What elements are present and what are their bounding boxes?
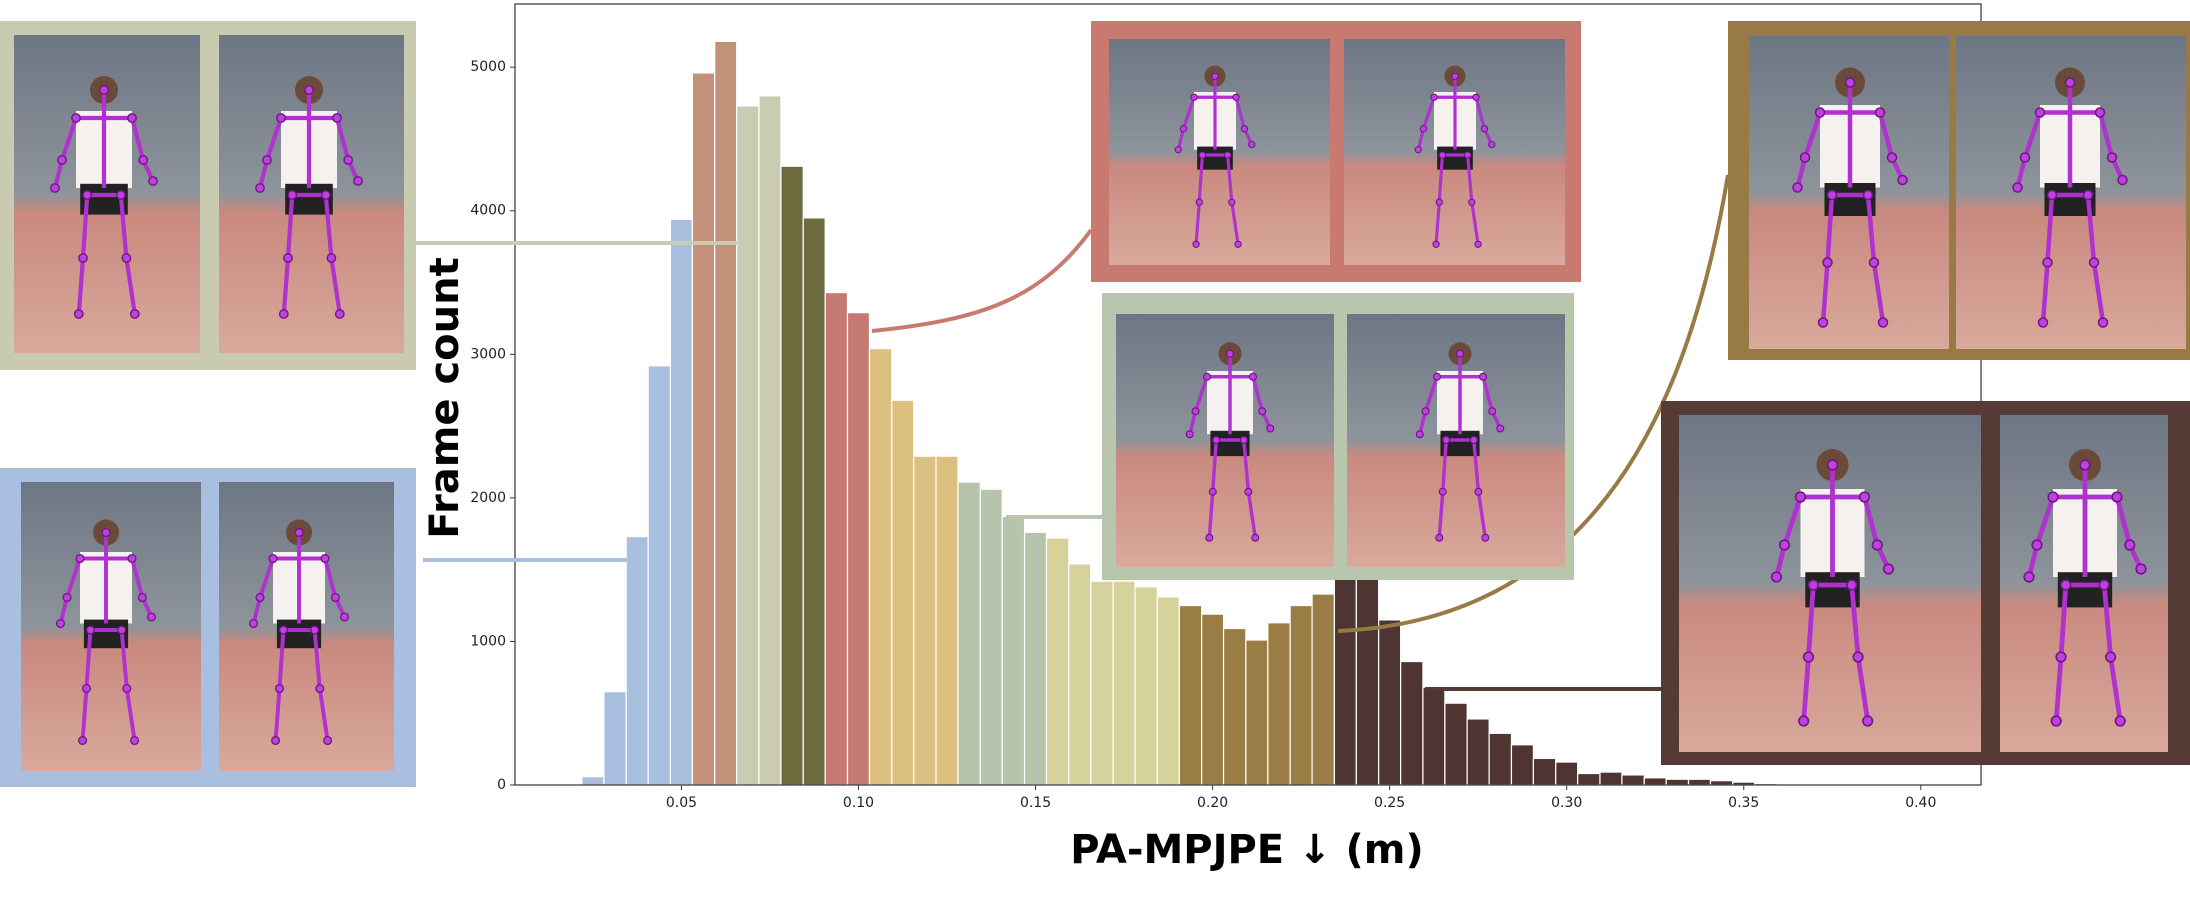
- bar: [1422, 686, 1446, 786]
- x-tick-label: 0.30: [1551, 795, 1582, 811]
- bar: [1134, 586, 1158, 786]
- bar: [802, 217, 826, 786]
- bar: [1444, 702, 1468, 786]
- bar: [625, 536, 649, 786]
- bar: [1090, 580, 1114, 786]
- x-tick-label: 0.15: [1020, 795, 1051, 811]
- y-axis-label: Frame count: [422, 257, 468, 538]
- inset-photos: [0, 21, 2190, 787]
- bar: [1532, 757, 1557, 786]
- bar: [1400, 660, 1424, 786]
- bar: [647, 365, 672, 786]
- bar: [891, 399, 915, 786]
- bar: [1488, 732, 1513, 786]
- bar: [1001, 515, 1026, 786]
- bar: [758, 95, 782, 786]
- y-tick-label: 3000: [470, 346, 506, 362]
- bar: [824, 291, 849, 786]
- bar: [1068, 563, 1092, 786]
- bar: [1665, 778, 1690, 786]
- bar: [691, 72, 716, 786]
- bar: [780, 165, 804, 786]
- x-tick-label: 0.05: [666, 795, 697, 811]
- bar: [913, 455, 937, 786]
- bar: [1333, 576, 1357, 786]
- bar: [1555, 761, 1579, 786]
- x-tick-label: 0.10: [843, 795, 874, 811]
- bar: [1709, 780, 1734, 786]
- bar: [1378, 619, 1402, 786]
- x-tick-label: 0.25: [1374, 795, 1405, 811]
- bar: [1023, 531, 1048, 786]
- bar: [1466, 718, 1490, 786]
- y-tick-label: 2000: [470, 490, 506, 506]
- bar: [1245, 639, 1269, 786]
- bar: [1311, 593, 1336, 786]
- bar: [581, 776, 605, 786]
- bar: [1289, 604, 1313, 786]
- bar: [1643, 777, 1667, 786]
- y-tick-label: 1000: [470, 633, 506, 649]
- bar: [1112, 580, 1136, 786]
- y-tick-label: 5000: [470, 59, 506, 75]
- bar: [1267, 622, 1291, 786]
- x-tick-label: 0.35: [1728, 795, 1759, 811]
- y-tick-label: 0: [497, 777, 506, 793]
- bar: [1621, 774, 1645, 786]
- bar: [868, 347, 893, 786]
- bar: [1156, 596, 1180, 786]
- bar: [669, 218, 694, 786]
- bar: [935, 455, 959, 786]
- bar: [1178, 604, 1203, 786]
- bar: [1687, 778, 1712, 786]
- bar: [1510, 744, 1535, 786]
- axes-frame: [514, 3, 1982, 786]
- bar: [1599, 771, 1623, 786]
- bar: [736, 105, 760, 786]
- bar: [1355, 571, 1380, 786]
- bar: [603, 691, 627, 786]
- bar: [846, 312, 871, 786]
- connectors: [416, 174, 1730, 691]
- x-tick-label: 0.40: [1905, 795, 1936, 811]
- bar: [1577, 772, 1601, 786]
- y-tick-label: 4000: [470, 203, 506, 219]
- x-axis-label: PA-MPJPE ↓ (m): [1070, 827, 1423, 873]
- x-tick-label: 0.20: [1197, 795, 1228, 811]
- bar: [714, 40, 738, 786]
- bar: [957, 481, 981, 786]
- bar: [979, 488, 1003, 786]
- plot-area: 0 1000 2000 3000 4000 5000 0.05 0.10 0.15 0.20 0.2…: [470, 40, 1936, 811]
- bar: [1201, 613, 1225, 786]
- bar: [1045, 537, 1070, 786]
- bar: [1222, 627, 1247, 786]
